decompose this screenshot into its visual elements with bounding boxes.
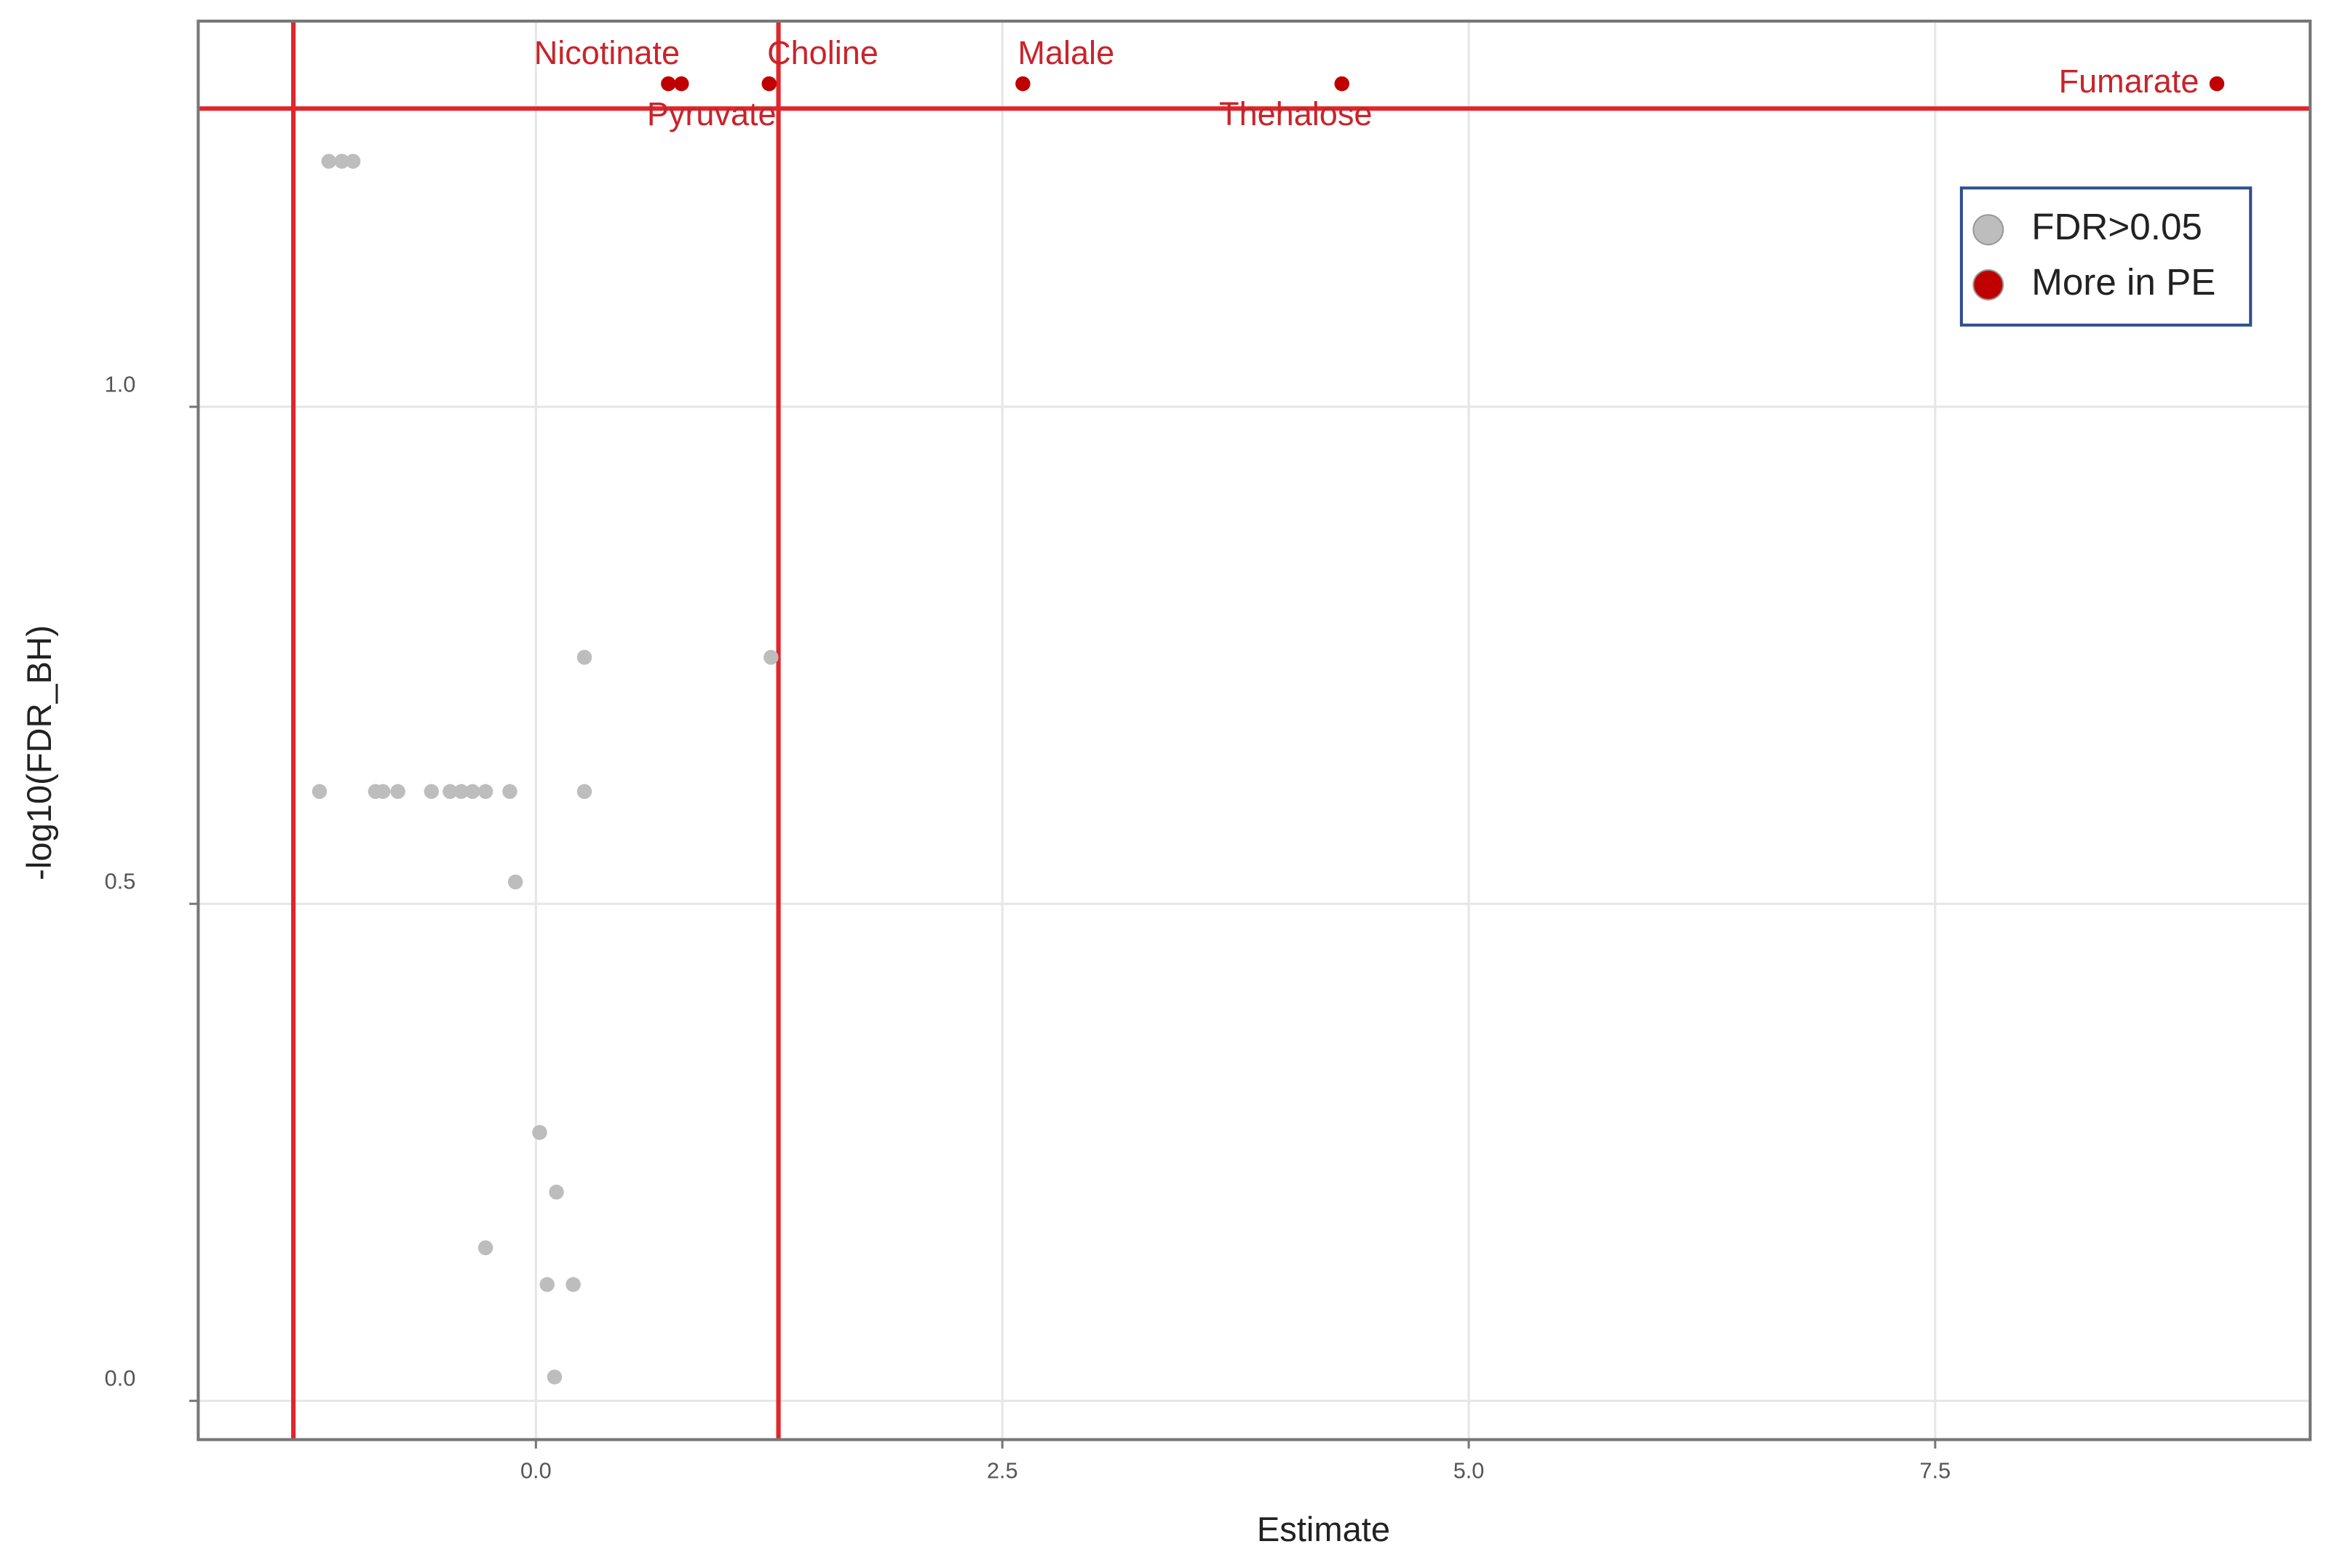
plot-border xyxy=(197,19,2312,1441)
point xyxy=(763,650,779,665)
point xyxy=(312,784,328,800)
point-label: Fumarate xyxy=(2059,63,2199,100)
point xyxy=(464,784,480,800)
x-tick-label: 0.0 xyxy=(520,1458,552,1484)
legend-marker xyxy=(1972,268,2004,301)
legend-label: FDR>0.05 xyxy=(2031,206,2202,247)
point-label: Choline xyxy=(767,34,878,71)
point xyxy=(576,784,592,800)
x-axis-title: Estimate xyxy=(1257,1510,1390,1548)
point-label: Thehalose xyxy=(1219,95,1372,132)
points xyxy=(312,76,2225,1385)
point-labels: Nicotinate Pyruvate Choline Malale Thehalose… xyxy=(534,34,2199,132)
x-tick-label: 7.5 xyxy=(1920,1458,1951,1484)
point xyxy=(502,784,517,800)
point xyxy=(761,76,777,92)
point xyxy=(477,784,493,800)
x-tick-label: 2.5 xyxy=(987,1458,1018,1484)
point xyxy=(345,154,361,169)
point xyxy=(507,874,523,890)
legend-marker xyxy=(1972,214,2004,246)
grid xyxy=(198,21,2311,1440)
ticks: 0.0 2.5 5.0 7.5 0.0 0.5 1.0 xyxy=(105,372,1951,1484)
legend: FDR>0.05 More in PE xyxy=(1959,186,2253,327)
point xyxy=(566,1277,581,1292)
x-tick-label: 5.0 xyxy=(1453,1458,1485,1484)
point xyxy=(453,784,469,800)
point xyxy=(539,1277,555,1292)
y-axis-title: -log10(FDR_BH) xyxy=(20,625,58,880)
point xyxy=(576,650,592,665)
point-label: Malale xyxy=(1017,34,1114,71)
point xyxy=(547,1369,563,1385)
point xyxy=(321,154,337,169)
point xyxy=(443,784,458,800)
y-tick-label: 0.5 xyxy=(105,869,136,894)
legend-label: More in PE xyxy=(2031,261,2215,303)
y-tick-label: 0.0 xyxy=(105,1366,136,1391)
y-tick-label: 1.0 xyxy=(105,372,136,397)
point xyxy=(549,1185,564,1200)
reference-lines xyxy=(198,21,2311,1440)
legend-box xyxy=(1959,186,2253,327)
point xyxy=(334,154,349,169)
point xyxy=(674,76,689,92)
point xyxy=(477,1240,493,1256)
point xyxy=(375,784,391,800)
point xyxy=(1015,76,1031,92)
point xyxy=(2209,76,2225,92)
point xyxy=(532,1125,547,1140)
point xyxy=(424,784,440,800)
point xyxy=(390,784,405,800)
point-label: Pyruvate xyxy=(647,95,777,132)
point xyxy=(661,76,676,92)
plot-background xyxy=(198,21,2311,1440)
point-label: Nicotinate xyxy=(534,34,680,71)
point xyxy=(1334,76,1349,92)
